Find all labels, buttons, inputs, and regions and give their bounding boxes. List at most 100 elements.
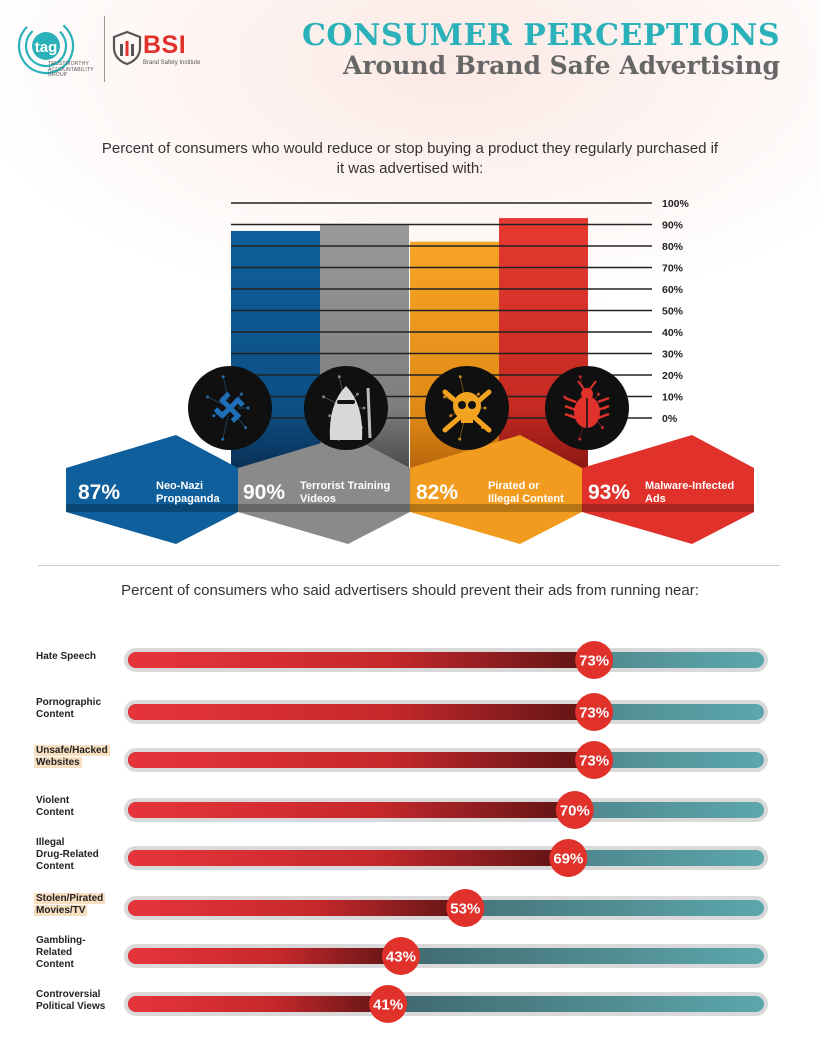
y-tick-label: 90% (662, 220, 684, 232)
badge-value: 90% (243, 481, 286, 504)
value-bubble (446, 889, 485, 927)
category-label: Stolen/Pirated Movies/TV (34, 893, 106, 917)
category-label-line: Content (36, 959, 74, 970)
progress-row: 43% (124, 937, 768, 975)
badge-band (66, 468, 238, 512)
badge-bottom-arrow (582, 512, 754, 544)
value-label: 69% (553, 851, 583, 868)
chart1-title: Percent of consumers who would reduce or… (101, 140, 719, 177)
y-tick-label: 80% (662, 241, 684, 253)
badge-top-arrow (238, 435, 410, 468)
category-label-line: Content (36, 807, 74, 818)
tag-subtitle-line: GROUP (48, 72, 68, 78)
badge-shadow (238, 504, 410, 512)
tag-logo: tag (17, 18, 75, 75)
value-label: 73% (579, 753, 609, 770)
badge-label-line: Videos (300, 493, 336, 505)
category-label-line: Hate Speech (36, 651, 97, 662)
value-bubble (381, 937, 420, 975)
value-bubble (369, 985, 408, 1023)
value-bubble (555, 791, 594, 829)
category-label-line: Content (36, 861, 74, 872)
badge-top-arrow (66, 435, 238, 468)
progress-row: 73% (124, 641, 768, 679)
progress-fill (128, 802, 575, 818)
progress-fill (128, 652, 595, 668)
category-label-line: Stolen/Pirated (34, 893, 106, 904)
y-tick-label: 20% (662, 370, 684, 382)
value-label: 43% (386, 949, 416, 966)
badge-label: Terrorist Training Videos (300, 480, 390, 506)
badge-band (238, 468, 410, 512)
progress-row: 73% (124, 741, 768, 779)
progress-fill (128, 704, 595, 720)
page-title: CONSUMER PERCEPTIONS (302, 18, 780, 53)
y-tick-label: 0% (662, 413, 678, 425)
category-label: Gambling- Related Content (36, 935, 85, 971)
badge-bottom-arrow (238, 512, 410, 544)
category-label-line: Movies/TV (34, 905, 88, 916)
category-label: Hate Speech (36, 651, 96, 663)
badge-value: 82% (416, 481, 459, 504)
value-label: 41% (373, 997, 403, 1014)
category-label: Violent Content (36, 795, 74, 819)
badge-shadow (410, 504, 582, 512)
terrorist-icon (304, 366, 388, 450)
category-label-line: Pornographic (36, 697, 102, 708)
progress-row: 41% (124, 985, 768, 1023)
tag-logo-text: tag (35, 39, 58, 56)
category-label: Illegal Drug-Related Content (36, 837, 99, 873)
badge-label-line: Propaganda (156, 493, 220, 505)
value-bubble (549, 839, 588, 877)
badge-label-line: Terrorist Training (300, 480, 391, 492)
badge-top-arrow (410, 435, 582, 468)
badge-top-arrow (582, 435, 754, 468)
tag-subtitle-line: ACCOUNTABILITY (48, 66, 94, 73)
chart2-title: Percent of consumers who said advertiser… (121, 582, 699, 599)
category-label-line: Illegal (36, 837, 65, 848)
y-tick-label: 70% (662, 263, 684, 275)
page-subtitle: Around Brand Safe Advertising (342, 51, 780, 80)
bsi-logo-text: BSI (143, 31, 187, 59)
y-tick-label: 60% (662, 284, 684, 296)
badge-band (410, 468, 582, 512)
progress-row: 73% (124, 693, 768, 731)
badge-label-line: Neo-Nazi (156, 480, 204, 492)
badge-label: Malware-Infected Ads (645, 480, 734, 506)
skull-crossbones-icon (425, 366, 509, 450)
progress-row: 70% (124, 791, 768, 829)
tag-subtitle-line: TRUSTWORTHY (48, 61, 89, 67)
badge-label: Neo-Nazi Propaganda (156, 480, 220, 506)
category-label-line: Controversial (36, 989, 101, 1000)
badge-bottom-arrow (410, 512, 582, 544)
progress-row: 69% (124, 839, 768, 877)
y-tick-label: 30% (662, 349, 684, 361)
y-tick-label: 10% (662, 392, 684, 404)
section-divider (38, 565, 780, 566)
badge-label-line: Pirated or (488, 480, 540, 492)
value-label: 73% (579, 705, 609, 722)
category-label: Unsafe/Hacked Websites (34, 745, 110, 769)
swastika-icon (188, 366, 272, 450)
tag-subtitle: TRUSTWORTHY ACCOUNTABILITY GROUP (48, 61, 94, 79)
value-label: 53% (450, 901, 480, 918)
badge-label-line: Malware-Infected (645, 480, 735, 492)
category-label: Pornographic Content (36, 697, 101, 721)
progress-row: 53% (124, 889, 768, 927)
bug-icon (545, 366, 629, 450)
progress-fill (128, 900, 466, 916)
progress-fill (128, 850, 569, 866)
y-tick-label: 50% (662, 306, 684, 318)
value-label: 70% (560, 803, 590, 820)
bsi-shield-icon (112, 30, 142, 66)
badge-shadow (66, 504, 238, 512)
badge-label-line: Illegal Content (488, 493, 564, 505)
value-bubble (575, 741, 614, 779)
value-bubble (575, 641, 614, 679)
category-label-line: Drug-Related (36, 849, 99, 860)
badge-value: 87% (78, 481, 121, 504)
progress-fill (128, 752, 595, 768)
y-tick-label: 40% (662, 327, 684, 339)
progress-fill (128, 996, 389, 1012)
badge-bottom-arrow (66, 512, 238, 544)
